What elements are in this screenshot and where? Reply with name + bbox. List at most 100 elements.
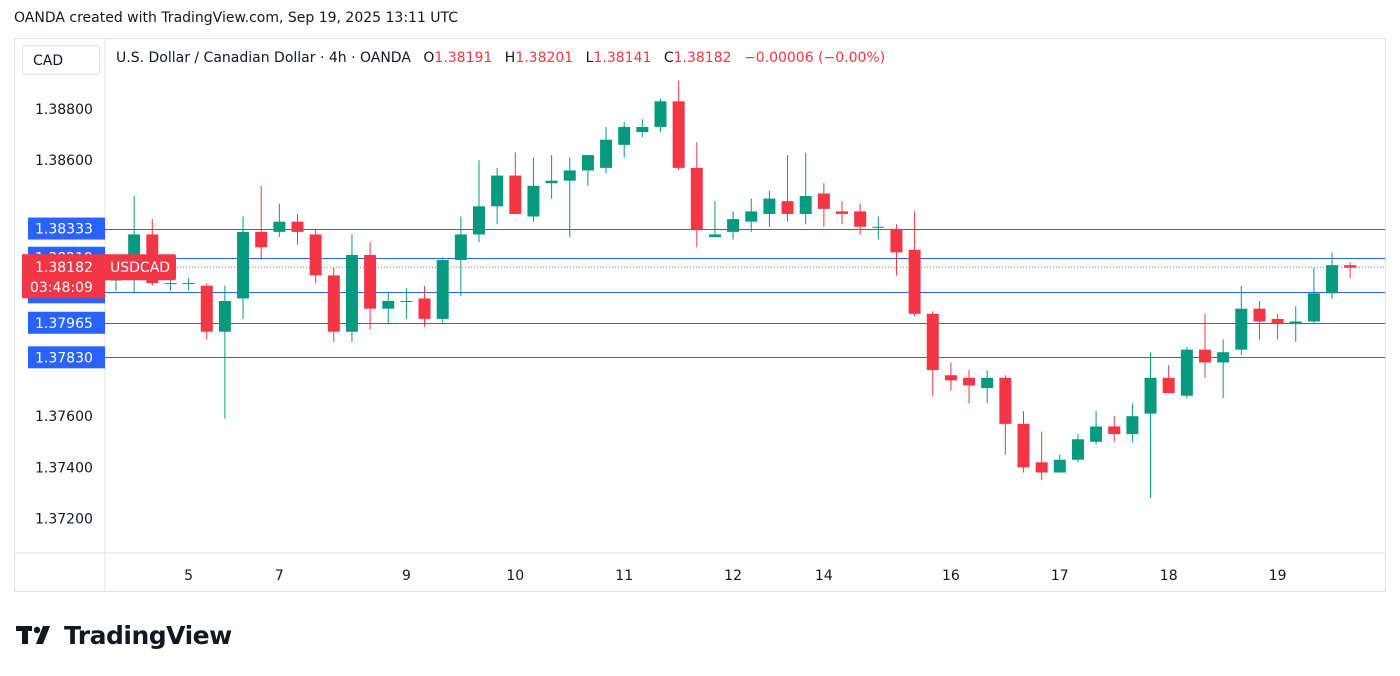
- candle-body: [944, 375, 957, 381]
- candle[interactable]: [1144, 352, 1157, 499]
- candle[interactable]: [672, 80, 685, 171]
- candle-body: [727, 219, 740, 232]
- candle[interactable]: [745, 198, 758, 232]
- candle[interactable]: [690, 142, 703, 248]
- candle[interactable]: [1289, 306, 1302, 342]
- candle[interactable]: [1344, 262, 1357, 278]
- low-label: L: [585, 50, 594, 66]
- candle-body: [817, 193, 830, 209]
- x-tick-label: 14: [815, 568, 833, 584]
- candle[interactable]: [636, 119, 649, 138]
- candle[interactable]: [1180, 347, 1193, 399]
- candle[interactable]: [509, 152, 522, 214]
- candle[interactable]: [309, 229, 322, 284]
- price-tag-text: 1.37965: [35, 316, 93, 332]
- candle[interactable]: [1126, 403, 1139, 442]
- candle[interactable]: [527, 157, 540, 222]
- candle[interactable]: [327, 267, 340, 342]
- candle-body: [545, 180, 558, 184]
- candle[interactable]: [382, 293, 395, 325]
- x-tick-label: 12: [724, 568, 742, 584]
- candle-body: [1235, 308, 1248, 350]
- candle[interactable]: [872, 216, 885, 240]
- candle[interactable]: [345, 234, 358, 342]
- candle-body: [164, 283, 177, 285]
- candle-body: [1144, 377, 1157, 414]
- candle[interactable]: [999, 375, 1012, 455]
- candle[interactable]: [1162, 365, 1175, 394]
- x-tick-label: 7: [275, 568, 284, 584]
- candle[interactable]: [708, 201, 721, 237]
- candle[interactable]: [727, 211, 740, 240]
- candle-body: [400, 301, 413, 302]
- candle-body: [581, 155, 594, 171]
- x-tick-label: 10: [506, 568, 524, 584]
- candle[interactable]: [473, 160, 485, 243]
- candle[interactable]: [491, 167, 504, 225]
- candle[interactable]: [799, 152, 812, 225]
- price-tag-text: 1.37830: [35, 350, 93, 366]
- candle[interactable]: [1217, 339, 1230, 399]
- symbol-title: U.S. Dollar / Canadian Dollar · 4h · OAN…: [116, 50, 411, 66]
- candle-body: [454, 234, 467, 261]
- candle-body: [218, 301, 231, 332]
- candle[interactable]: [963, 370, 976, 404]
- hline-price-tag[interactable]: 1.37830: [28, 346, 105, 369]
- candle[interactable]: [436, 257, 449, 325]
- candle[interactable]: [1253, 301, 1266, 340]
- candle[interactable]: [600, 126, 613, 173]
- candle-body: [473, 206, 485, 235]
- candle[interactable]: [1271, 313, 1284, 340]
- candle[interactable]: [1090, 411, 1103, 445]
- close-value: 1.38182: [673, 50, 732, 66]
- tradingview-logo[interactable]: TradingView: [16, 620, 232, 650]
- candle[interactable]: [1071, 434, 1084, 463]
- candle[interactable]: [291, 213, 304, 245]
- candle[interactable]: [545, 155, 558, 199]
- last-price-bg: [22, 254, 105, 299]
- high-value: 1.38201: [515, 50, 574, 66]
- candle[interactable]: [237, 216, 250, 319]
- candle[interactable]: [781, 155, 794, 222]
- candle-body: [1326, 265, 1339, 294]
- candle[interactable]: [654, 98, 667, 133]
- candle[interactable]: [273, 203, 286, 237]
- candle[interactable]: [763, 190, 776, 227]
- candle[interactable]: [618, 121, 631, 158]
- candle[interactable]: [1326, 252, 1339, 299]
- currency-selector[interactable]: CAD: [22, 45, 100, 75]
- candle[interactable]: [1017, 411, 1030, 473]
- candle[interactable]: [1307, 267, 1320, 325]
- candle[interactable]: [1035, 431, 1048, 481]
- last-price-tag[interactable]: 1.38182 USDCAD 03:48:09: [22, 254, 176, 299]
- candle[interactable]: [1108, 416, 1121, 442]
- candle[interactable]: [817, 183, 830, 227]
- candle[interactable]: [454, 216, 467, 296]
- candle[interactable]: [908, 211, 921, 317]
- candle[interactable]: [218, 285, 231, 419]
- candle[interactable]: [182, 277, 195, 291]
- logo-text: TradingView: [64, 620, 232, 650]
- candle[interactable]: [1199, 313, 1211, 378]
- candle-body: [963, 377, 976, 386]
- candle[interactable]: [400, 288, 413, 319]
- candle-body: [200, 285, 213, 332]
- candle[interactable]: [418, 285, 431, 327]
- candle[interactable]: [200, 283, 213, 340]
- candle[interactable]: [890, 224, 903, 276]
- candle[interactable]: [926, 311, 939, 396]
- hline-price-tag[interactable]: 1.37965: [28, 311, 105, 334]
- candle-body: [273, 221, 286, 232]
- candle[interactable]: [944, 362, 957, 391]
- candle[interactable]: [255, 185, 268, 261]
- candle[interactable]: [1053, 454, 1066, 473]
- candle[interactable]: [854, 203, 867, 235]
- candle[interactable]: [836, 201, 848, 225]
- candle[interactable]: [581, 155, 594, 186]
- candle[interactable]: [1235, 285, 1248, 355]
- candle[interactable]: [563, 157, 576, 237]
- candle[interactable]: [364, 242, 377, 330]
- candle[interactable]: [981, 370, 994, 404]
- hline-price-tag[interactable]: 1.38333: [28, 217, 105, 240]
